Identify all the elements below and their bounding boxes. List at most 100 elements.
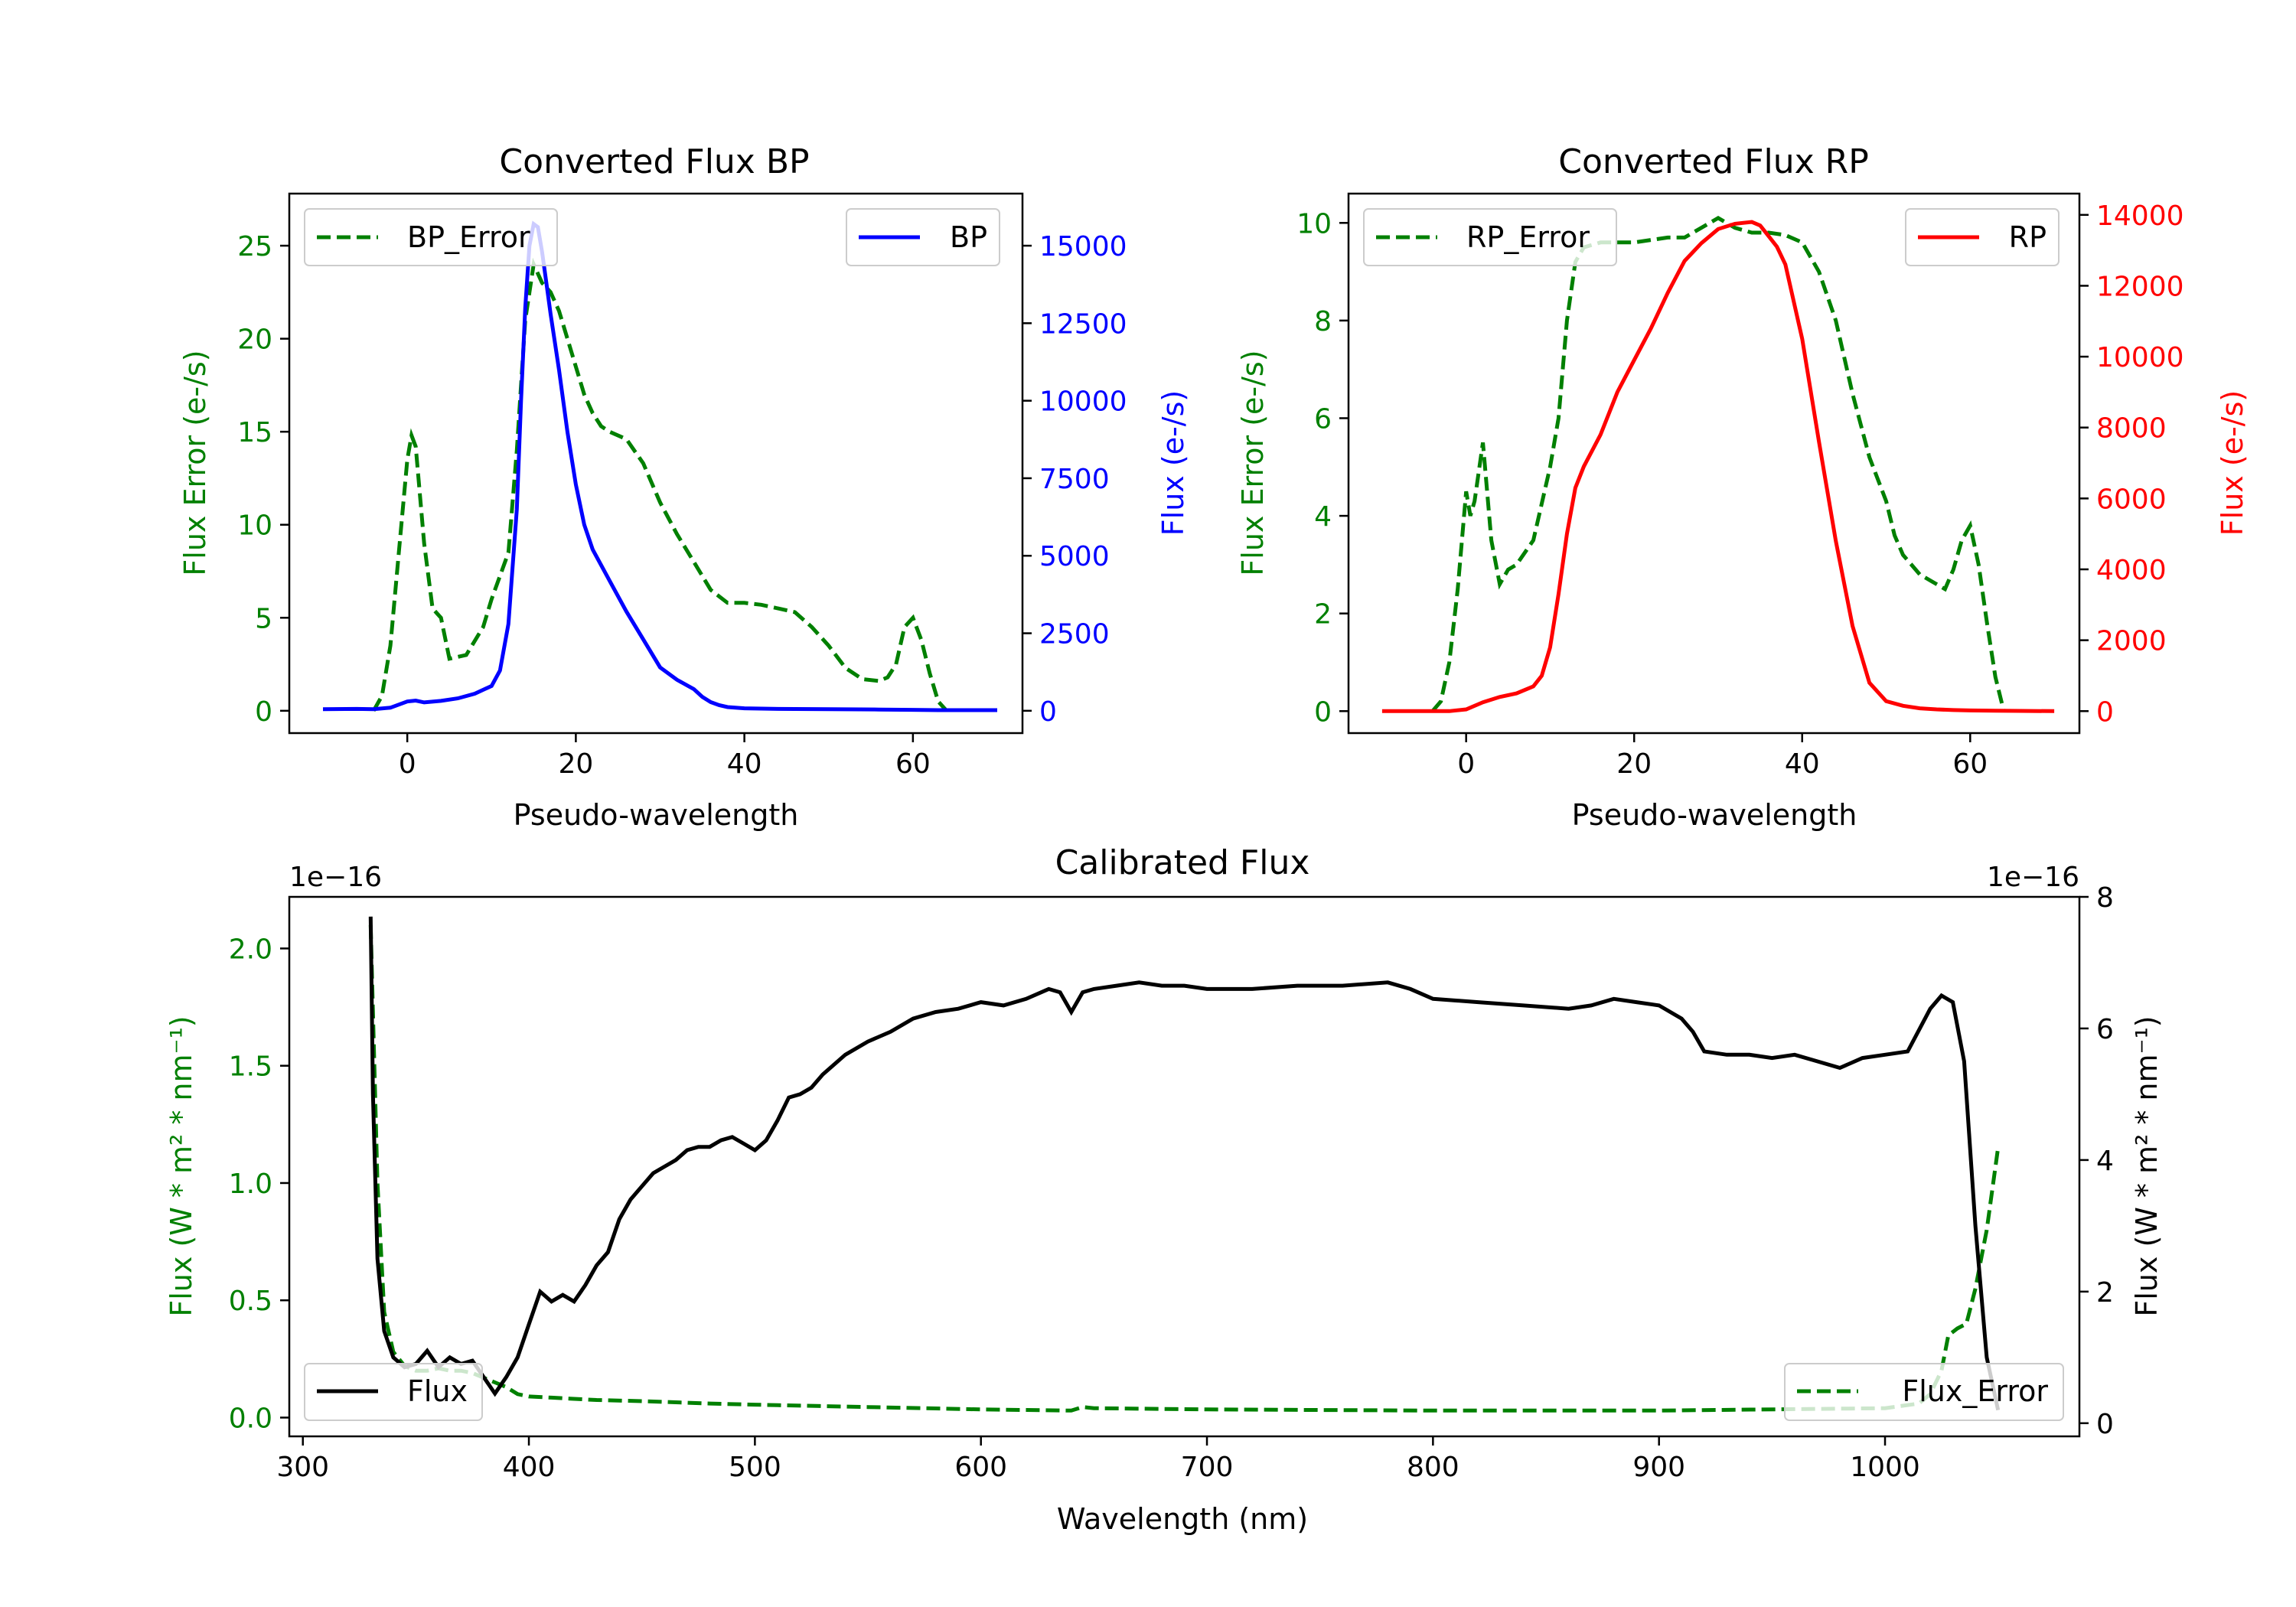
cal-right-tick-label: 2: [2096, 1277, 2114, 1309]
rp-left-tick-label: 6: [1314, 403, 1332, 435]
cal-xtick-label: 1000: [1850, 1452, 1920, 1483]
rp-flux-line-group: [1381, 220, 2055, 713]
bp-left-tick-label: 0: [255, 696, 272, 728]
rp-left-axis-label: Flux Error (e-/s): [1236, 350, 1270, 575]
cal-right-tick-label: 4: [2096, 1146, 2114, 1177]
bp-left-tick-label: 5: [255, 603, 272, 634]
cal-right-axis-label: Flux (W * m² * nm⁻¹): [2130, 1015, 2164, 1316]
bp-right-tick-label: 2500: [1039, 619, 1110, 650]
cal-right-ticks: 0 2 4 6 8: [2079, 882, 2114, 1440]
cal-left-axis-label: Flux (W * m² * nm⁻¹): [165, 1015, 198, 1316]
rp-left-tick-label: 2: [1314, 599, 1332, 631]
rp-axes-frame: [1347, 192, 2081, 735]
bp-legend-right-frame: [846, 208, 1000, 266]
rp-left-tick-label: 0: [1314, 696, 1332, 728]
bp-legend-left-label: BP_Error: [407, 220, 530, 254]
rp-right-tick-label: 10000: [2096, 342, 2184, 373]
bp-error-line: [371, 257, 948, 712]
rp-xtick-label: 40: [1785, 748, 1820, 780]
cal-title: Calibrated Flux: [1055, 843, 1310, 882]
rp-legend-right-frame: [1905, 208, 2060, 266]
cal-right-offset-label: 1e−16: [1987, 862, 2079, 893]
bp-xtick-label: 40: [727, 748, 762, 780]
bp-left-ticks: 0 5 10 15 20 25: [237, 231, 289, 728]
cal-xtick-label: 600: [954, 1452, 1007, 1483]
cal-left-tick-label: 2.0: [229, 934, 272, 965]
cal-legend-left: Flux: [304, 1363, 483, 1421]
rp-legend-left: RP_Error: [1363, 208, 1617, 266]
bp-flux-line-group: [322, 220, 997, 712]
rp-right-tick-label: 0: [2096, 696, 2114, 728]
rp-legend-right-label: RP: [2009, 220, 2047, 254]
cal-legend-right-frame: [1784, 1363, 2064, 1421]
bp-legend-right-label: BP: [950, 220, 987, 254]
chart-rp: Converted Flux RP 0 20 40 60 0 2 4 6 8 10 0 2000 4…: [1236, 142, 2249, 832]
cal-flux-line: [368, 916, 2001, 1411]
cal-right-tick-label: 0: [2096, 1409, 2114, 1440]
chart-bp: Converted Flux BP 0 20 40 60 0 5 10 15 20 25 0 25…: [178, 142, 1190, 832]
cal-x-axis-label: Wavelength (nm): [1057, 1502, 1308, 1536]
cal-xtick-label: 300: [276, 1452, 329, 1483]
bp-left-tick-label: 20: [237, 324, 272, 356]
rp-left-tick-label: 4: [1314, 501, 1332, 533]
cal-legend-right-label: Flux_Error: [1902, 1374, 2048, 1408]
bp-xtick-label: 0: [399, 748, 416, 780]
rp-right-tick-label: 2000: [2096, 626, 2167, 657]
bp-x-axis-label: Pseudo-wavelength: [514, 798, 799, 832]
rp-error-line: [1430, 216, 2006, 712]
rp-right-tick-label: 8000: [2096, 413, 2167, 445]
bp-error-line-group: [371, 257, 948, 712]
bp-title: Converted Flux BP: [499, 142, 809, 181]
cal-legend-right: Flux_Error: [1784, 1363, 2064, 1421]
bp-legend-left: BP_Error: [304, 208, 558, 266]
rp-right-ticks: 0 2000 4000 6000 8000 10000 12000 14000: [2079, 200, 2184, 728]
rp-right-tick-label: 4000: [2096, 555, 2167, 586]
rp-legend-right: RP: [1905, 208, 2060, 266]
cal-left-offset-label: 1e−16: [289, 862, 382, 893]
cal-left-tick-label: 1.0: [229, 1169, 272, 1200]
rp-title: Converted Flux RP: [1558, 142, 1869, 181]
rp-right-tick-label: 14000: [2096, 200, 2184, 232]
bp-legend-right: BP: [846, 208, 1000, 266]
cal-right-tick-label: 6: [2096, 1014, 2114, 1045]
bp-right-axis-label: Flux (e-/s): [1156, 390, 1190, 536]
bp-legend-left-frame: [304, 208, 558, 266]
rp-right-tick-label: 12000: [2096, 271, 2184, 302]
bp-left-tick-label: 15: [237, 417, 272, 448]
chart-calibrated: Calibrated Flux 1e−16 1e−16 Flux Flux_Er…: [165, 843, 2164, 1536]
bp-x-ticks: 0 20 40 60: [399, 733, 931, 780]
rp-left-tick-label: 10: [1296, 208, 1332, 240]
bp-left-tick-label: 25: [237, 231, 272, 262]
cal-left-tick-label: 1.5: [229, 1051, 272, 1083]
cal-x-ticks: 300 400 500 600 700 800 900 1000: [276, 1436, 1920, 1483]
bp-right-tick-label: 12500: [1039, 308, 1127, 340]
bp-xtick-label: 60: [895, 748, 931, 780]
rp-legend-left-label: RP_Error: [1466, 220, 1590, 254]
cal-left-tick-label: 0.0: [229, 1403, 272, 1434]
cal-axes-frame: [288, 895, 2081, 1438]
cal-right-tick-label: 8: [2096, 882, 2114, 914]
rp-legend-left-frame: [1363, 208, 1617, 266]
bp-right-tick-label: 10000: [1039, 386, 1127, 418]
rp-xtick-label: 20: [1616, 748, 1652, 780]
cal-xtick-label: 700: [1181, 1452, 1234, 1483]
cal-legend-left-label: Flux: [407, 1374, 468, 1408]
bp-right-tick-label: 5000: [1039, 541, 1110, 572]
cal-xtick-label: 900: [1632, 1452, 1685, 1483]
rp-xtick-label: 0: [1457, 748, 1475, 780]
bp-right-tick-label: 7500: [1039, 464, 1110, 495]
rp-xtick-label: 60: [1952, 748, 1988, 780]
bp-xtick-label: 20: [558, 748, 593, 780]
bp-right-tick-label: 15000: [1039, 231, 1127, 262]
rp-left-tick-label: 8: [1314, 306, 1332, 337]
bp-left-axis-label: Flux Error (e-/s): [178, 350, 212, 575]
cal-xtick-label: 400: [503, 1452, 556, 1483]
rp-flux-line: [1381, 220, 2055, 713]
cal-left-ticks: 0.0 0.5 1.0 1.5 2.0: [229, 934, 289, 1434]
cal-legend-left-frame: [304, 1363, 483, 1421]
rp-left-ticks: 0 2 4 6 8 10: [1296, 208, 1349, 728]
bp-left-tick-label: 10: [237, 510, 272, 542]
bp-right-tick-label: 0: [1039, 696, 1057, 728]
